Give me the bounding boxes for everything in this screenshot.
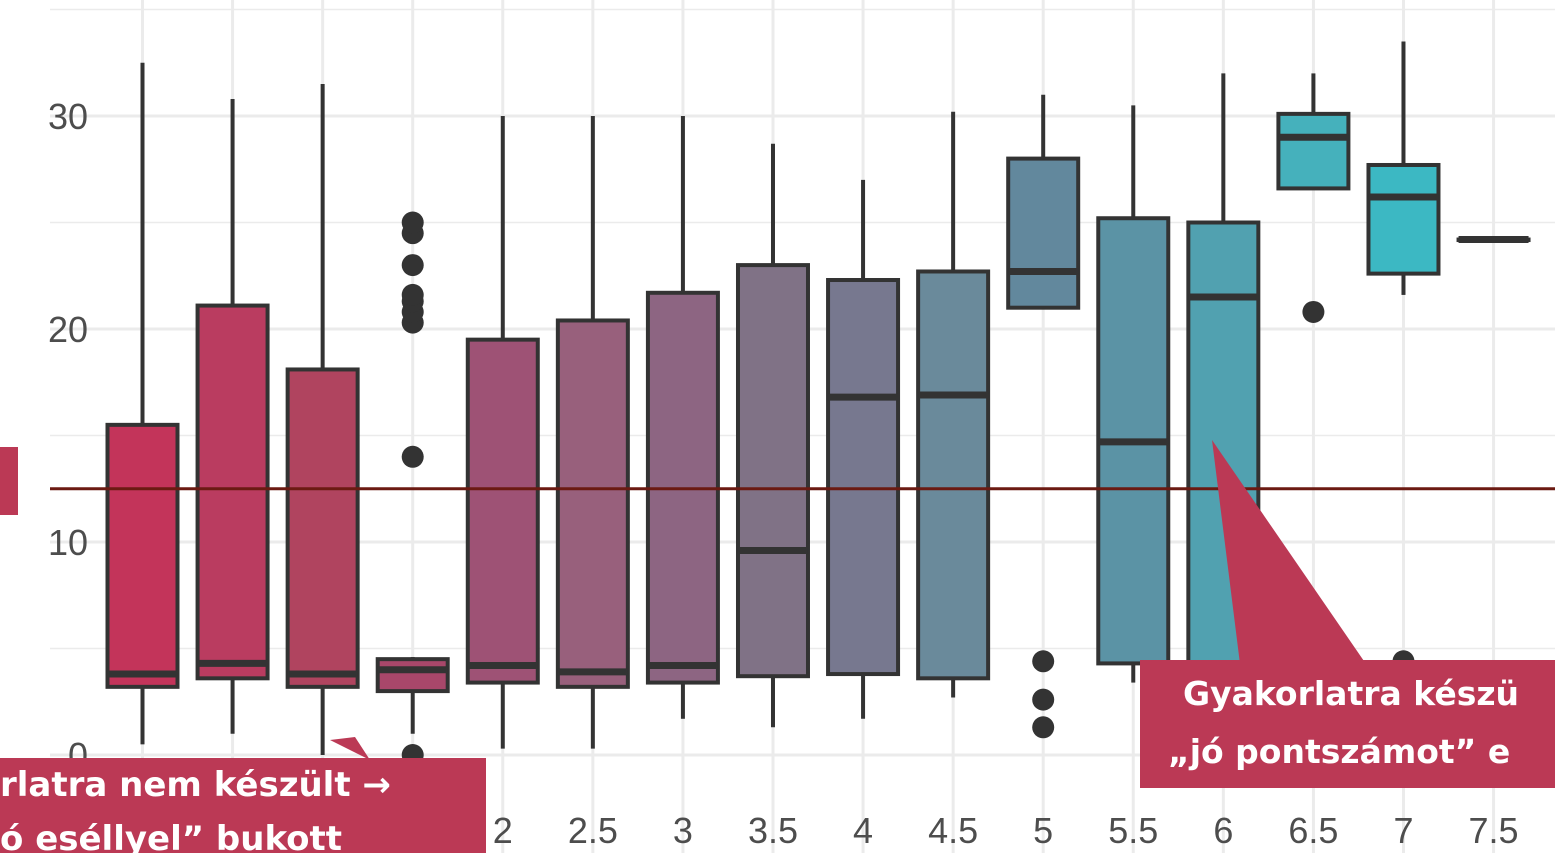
- outlier-point: [1302, 300, 1325, 323]
- x-axis-labels: 2 2.5 3 3.5 4 4.5 5 5.5 6 6.5 7 7.5: [493, 810, 1519, 851]
- outlier-point: [401, 254, 424, 277]
- x-tick-label: 4: [853, 810, 873, 851]
- box-10: [1006, 94, 1081, 739]
- box-body: [916, 269, 991, 681]
- box-14: [1366, 41, 1441, 673]
- callout-left-line1: rlatra nem készült →: [0, 765, 391, 805]
- box-4: [465, 116, 540, 749]
- callout-left-line2: ó eséllyel” bukott: [0, 819, 342, 853]
- box-body: [1366, 162, 1441, 276]
- box-body: [285, 367, 360, 689]
- box-13: [1276, 73, 1351, 323]
- x-tick-label: 7.5: [1469, 810, 1519, 851]
- outlier-point: [401, 211, 424, 234]
- x-tick-label: 3: [673, 810, 693, 851]
- callout-right-line2: „jó pontszámot” e: [1168, 732, 1510, 771]
- callout-left: rlatra nem készült → ó eséllyel” bukott: [0, 737, 486, 853]
- x-tick-label: 2: [493, 810, 513, 851]
- box-11: [1096, 105, 1171, 683]
- box-body: [465, 337, 540, 685]
- outlier-point: [401, 445, 424, 468]
- y-tick-label: 30: [48, 96, 88, 137]
- box-9: [916, 111, 991, 698]
- left-edge-callout-fragment: [0, 447, 18, 515]
- y-tick-label: 10: [48, 522, 88, 563]
- y-tick-label: 20: [48, 309, 88, 350]
- x-tick-label: 4.5: [928, 810, 978, 851]
- outlier-point: [1032, 688, 1055, 711]
- callout-left-pointer: [330, 737, 370, 760]
- outlier-point: [1032, 716, 1055, 739]
- box-body: [555, 318, 630, 689]
- box-3: [375, 211, 450, 766]
- callout-right-box: [1140, 660, 1555, 788]
- box-1: [195, 98, 270, 734]
- x-tick-label: 6: [1213, 810, 1233, 851]
- box-7: [735, 143, 810, 728]
- x-tick-label: 3.5: [748, 810, 798, 851]
- box-body: [105, 422, 180, 689]
- callout-left-box: [0, 758, 486, 853]
- box-6: [645, 116, 720, 719]
- box-2: [285, 84, 360, 755]
- box-body: [375, 657, 450, 694]
- x-tick-label: 6.5: [1288, 810, 1338, 851]
- x-tick-label: 5: [1033, 810, 1053, 851]
- outlier-point: [1032, 650, 1055, 673]
- callout-right-line1: Gyakorlatra készü: [1183, 674, 1519, 713]
- callout-right: Gyakorlatra készü „jó pontszámot” e: [1140, 440, 1555, 788]
- box-5: [555, 116, 630, 749]
- callout-right-pointer: [1212, 440, 1366, 664]
- x-tick-label: 5.5: [1108, 810, 1158, 851]
- outlier-point: [401, 283, 424, 306]
- box-body: [735, 263, 810, 679]
- box-8: [826, 179, 901, 719]
- x-tick-label: 2.5: [568, 810, 618, 851]
- box-body: [826, 278, 901, 677]
- box-body: [1276, 111, 1351, 191]
- box-body: [1006, 156, 1081, 310]
- box-0: [105, 62, 180, 745]
- box-body: [195, 303, 270, 681]
- x-tick-label: 7: [1393, 810, 1413, 851]
- box-15: [1456, 236, 1531, 244]
